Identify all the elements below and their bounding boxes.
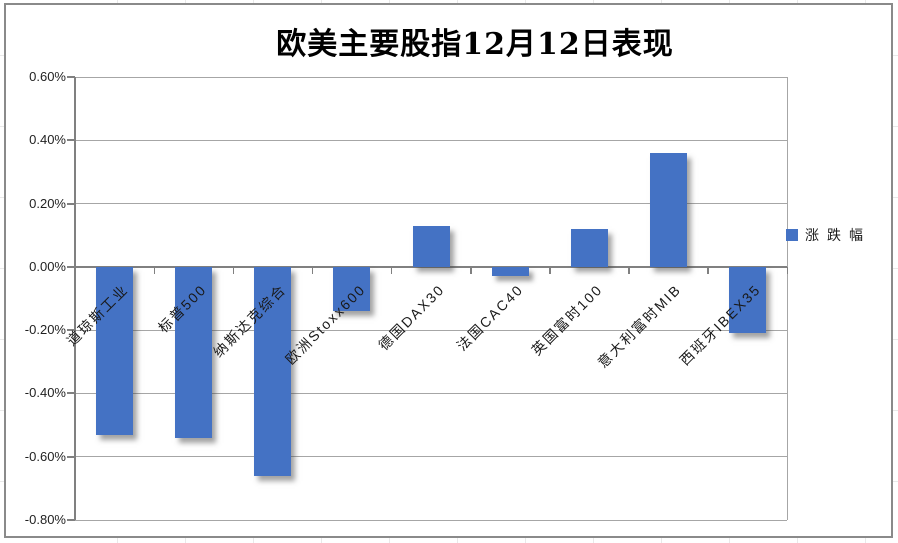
y-axis-tick <box>67 265 75 268</box>
x-axis-tick <box>786 266 788 274</box>
y-axis-tick <box>67 455 75 458</box>
y-axis-tick <box>67 392 75 395</box>
y-axis-tick <box>67 76 75 78</box>
y-axis-tick-label: -0.20% <box>24 322 66 338</box>
legend-series-marker <box>786 229 798 241</box>
gridline-horizontal <box>75 203 787 205</box>
gridline-horizontal <box>75 329 787 331</box>
x-axis-tick <box>232 266 235 274</box>
bar-西班牙IBEX35[interactable] <box>728 266 766 334</box>
x-axis-tick <box>153 266 156 274</box>
gridline-horizontal <box>75 456 787 458</box>
x-axis-tick <box>707 266 709 274</box>
y-axis-line <box>74 77 76 520</box>
x-axis-tick <box>470 266 472 274</box>
y-axis-tick-label: 0.00% <box>29 258 66 274</box>
y-axis-tick <box>67 329 75 332</box>
y-axis-tick <box>67 139 75 142</box>
bar-意大利富时MIB[interactable] <box>649 152 687 267</box>
x-axis-tick <box>549 266 551 274</box>
gridline-horizontal <box>75 392 787 394</box>
bar-道琼斯工业[interactable] <box>96 266 134 435</box>
bar-欧洲Stoxx600[interactable] <box>333 266 371 312</box>
y-axis-tick-label: -0.40% <box>24 385 66 401</box>
gridline-horizontal <box>75 519 787 521</box>
x-axis-tick <box>311 266 314 274</box>
y-axis-tick-label: 0.60% <box>29 69 66 84</box>
legend[interactable]: 涨跌幅 <box>786 225 871 245</box>
value-axis-zero-line <box>75 265 787 268</box>
gridline-horizontal <box>75 139 787 141</box>
y-axis-tick-label: 0.20% <box>29 195 66 211</box>
x-axis-tick <box>74 266 76 274</box>
x-axis-tick <box>390 266 393 274</box>
bar-标普500[interactable] <box>175 266 213 438</box>
y-axis-tick <box>67 202 75 205</box>
y-axis-tick-label: 0.40% <box>29 132 66 148</box>
bar-纳斯达克综合[interactable] <box>254 266 292 476</box>
bar-德国DAX30[interactable] <box>412 225 450 267</box>
chart-title: 欧美主要股指12月12日表现 <box>276 27 674 62</box>
y-axis-tick <box>67 519 75 521</box>
y-axis-tick-label: -0.60% <box>24 448 66 464</box>
bar-法国CAC40[interactable] <box>491 266 529 277</box>
gridline-horizontal <box>75 76 787 78</box>
legend-series-label: 涨跌幅 <box>805 227 871 243</box>
x-axis-tick <box>628 266 630 274</box>
plot-right-border <box>787 77 788 520</box>
y-axis-tick-label: -0.80% <box>24 512 66 527</box>
bar-英国富时100[interactable] <box>570 228 608 267</box>
